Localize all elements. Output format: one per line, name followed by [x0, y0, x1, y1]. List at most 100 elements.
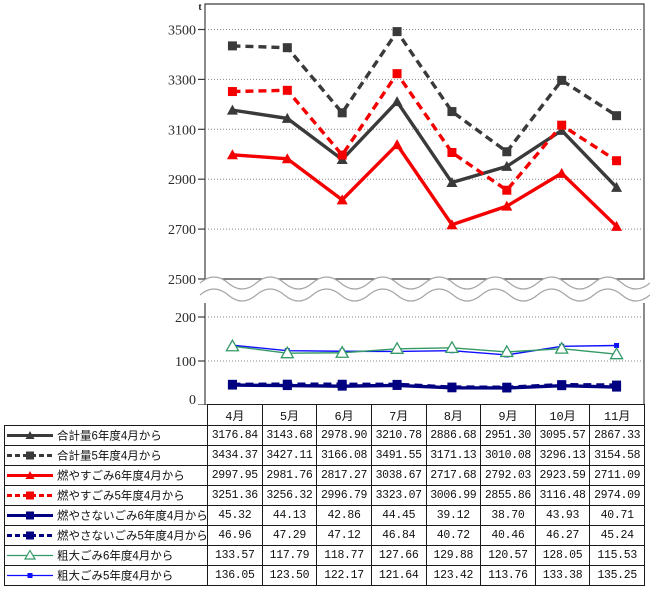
month-header: 7月 [370, 404, 427, 426]
data-point-marker [391, 96, 403, 107]
data-point-marker [227, 379, 237, 389]
series-line [232, 383, 617, 390]
legend-marker [26, 511, 34, 520]
data-point-marker [557, 380, 567, 390]
value-cell: 3038.67 [370, 465, 427, 486]
data-point-marker [280, 345, 295, 359]
series-label: 燃やさないごみ5年度4月から [57, 530, 208, 543]
data-point-marker [391, 139, 403, 150]
data-point-marker [447, 148, 457, 158]
value-cell: 47.29 [261, 525, 318, 546]
series-line [232, 28, 618, 155]
month-header: 6月 [316, 404, 372, 426]
value-cell: 2867.33 [589, 425, 645, 446]
value-cell: 3491.55 [370, 445, 427, 466]
table-row: 粗大ごみ5年度4月から 136.05 123.50 122.17 121.64 123.4… [4, 565, 645, 586]
month-header: 9月 [480, 404, 536, 426]
unit-label: t [198, 2, 202, 13]
legend-marker [25, 431, 35, 439]
value-cell: 3116.48 [534, 485, 591, 506]
value-cell: 2996.79 [316, 485, 372, 506]
value-cell: 3210.78 [370, 425, 427, 446]
value-cell: 2792.03 [480, 465, 536, 486]
value-cell: 45.32 [207, 505, 263, 526]
value-cell: 2974.09 [589, 485, 645, 506]
legend-marker [27, 573, 33, 578]
month-header-row: 4月 5月 6月 7月 8月 9月 10月 11月 [5, 404, 645, 426]
legend-cell: 粗大ごみ5年度4月から [4, 565, 208, 586]
value-cell: 46.84 [370, 525, 427, 546]
legend-cell: 燃やさないごみ6年度4月から [4, 505, 208, 526]
data-point-marker [612, 380, 622, 390]
data-point-marker [612, 156, 622, 166]
value-cell: 38.70 [480, 505, 536, 526]
value-cell: 40.46 [480, 525, 536, 546]
data-point-marker [337, 150, 347, 160]
data-point-marker [392, 69, 402, 79]
series-label: 燃やすごみ6年度4月から [57, 470, 185, 483]
data-point-marker [335, 345, 350, 358]
value-cell: 129.88 [425, 545, 482, 566]
value-cell: 2886.68 [425, 425, 482, 446]
value-cell: 2711.09 [589, 465, 645, 486]
table-row: 燃やすごみ5年度4月から 3251.36 3256.32 2996.79 3323.07… [4, 485, 645, 506]
value-cell: 46.96 [207, 525, 263, 546]
value-cell: 44.45 [370, 505, 427, 526]
value-cell: 115.53 [589, 545, 645, 566]
data-point-marker [281, 112, 293, 123]
value-cell: 2855.86 [480, 485, 536, 506]
broken-axis-line-chart: 2500 2700 2900 3100 3300 3500 0 100 200 [168, 3, 650, 405]
data-point-marker [609, 346, 624, 360]
data-point-marker [446, 219, 458, 230]
value-cell: 3010.08 [480, 445, 536, 466]
value-cell: 128.05 [534, 545, 591, 566]
value-cell: 2717.68 [425, 465, 482, 486]
value-cell: 136.05 [207, 565, 263, 586]
data-point-marker [447, 107, 457, 117]
table-row: 合計量5年度4月から 3434.37 3427.11 3166.08 3491.55 31… [4, 445, 645, 466]
data-point-marker [557, 120, 567, 130]
series-label: 合計量6年度4月から [57, 430, 162, 443]
value-cell: 3143.68 [261, 425, 318, 446]
data-point-marker [392, 27, 402, 37]
legend-line-sample [7, 531, 53, 540]
legend-line-sample [7, 451, 53, 460]
value-cell: 133.57 [207, 545, 263, 566]
legend-cell: 合計量6年度4月から [4, 425, 208, 446]
legend-cell: 粗大ごみ6年度4月から [4, 545, 208, 566]
value-cell: 3006.99 [425, 485, 482, 506]
data-point-marker [554, 341, 569, 354]
series-label: 燃やさないごみ6年度4月から [57, 510, 208, 523]
data-point-marker [444, 340, 460, 354]
data-point-marker [227, 41, 237, 51]
axis-break-wave-top [199, 276, 650, 290]
data-point-marker [502, 382, 512, 392]
value-cell: 47.12 [316, 525, 372, 546]
y-axis-tick-label: 3100 [168, 123, 196, 138]
value-cell: 3427.11 [261, 445, 318, 466]
value-cell: 121.64 [370, 565, 427, 586]
data-point-marker [614, 342, 620, 348]
data-point-marker [611, 220, 623, 231]
legend-cell: 燃やさないごみ5年度4月から [4, 525, 208, 546]
month-header: 11月 [589, 404, 645, 426]
data-point-marker [502, 185, 512, 195]
data-point-marker [282, 43, 292, 53]
legend-marker [23, 549, 37, 560]
data-table: 4月 5月 6月 7月 8月 9月 10月 11月合計量6年度4月から 3176.84 3143.… [4, 404, 645, 586]
data-point-marker [612, 111, 622, 121]
upper-plot-box [204, 3, 645, 280]
value-cell: 118.77 [316, 545, 372, 566]
value-cell: 43.93 [534, 505, 591, 526]
value-cell: 3176.84 [207, 425, 263, 446]
legend-marker [26, 531, 34, 540]
value-cell: 133.38 [534, 565, 591, 586]
value-cell: 2923.59 [534, 465, 591, 486]
legend-marker [26, 491, 34, 500]
y-axis-tick-label: 2900 [168, 173, 196, 188]
data-point-marker [501, 200, 513, 211]
value-cell: 3095.57 [534, 425, 591, 446]
value-cell: 2981.76 [261, 465, 318, 486]
value-cell: 3323.07 [370, 485, 427, 506]
